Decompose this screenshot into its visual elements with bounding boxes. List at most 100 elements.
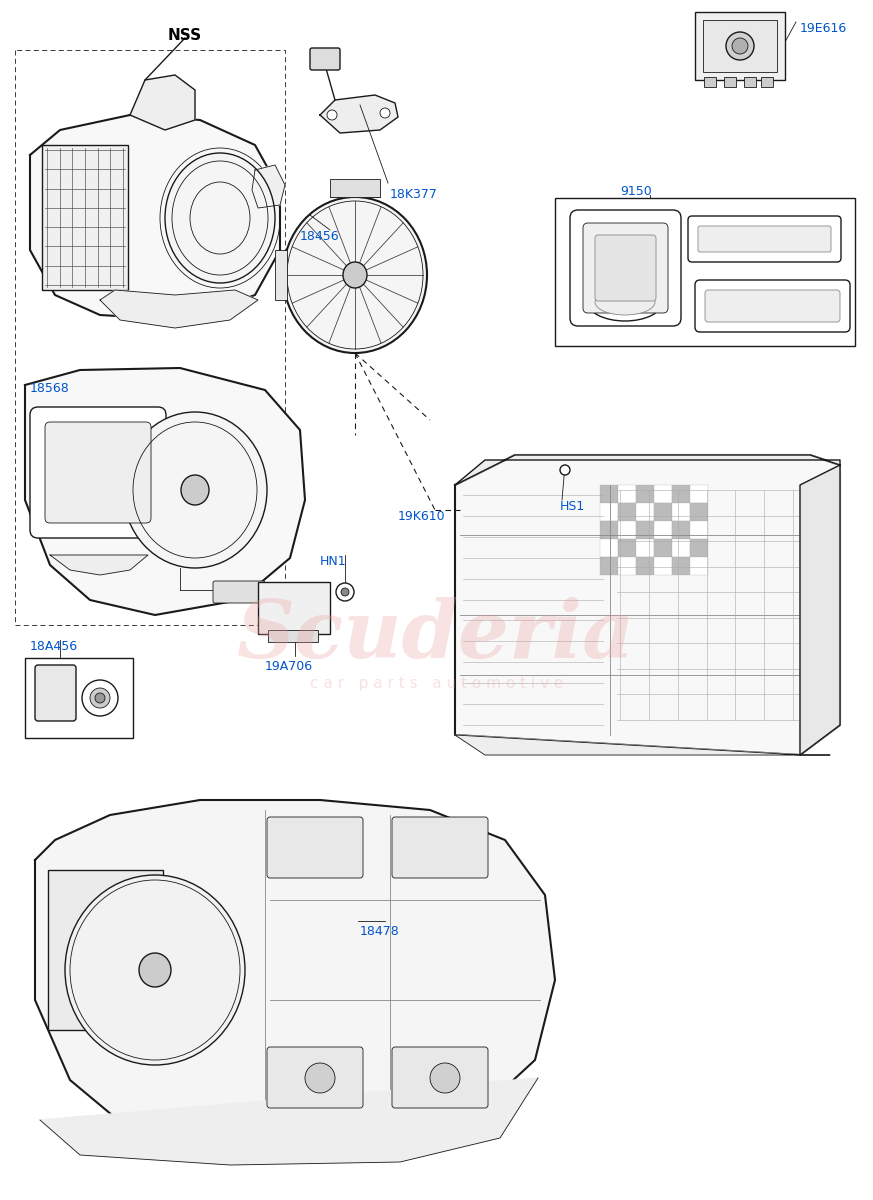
Bar — [636, 521, 654, 539]
Bar — [690, 539, 708, 557]
FancyBboxPatch shape — [695, 280, 850, 332]
Bar — [672, 557, 690, 575]
FancyBboxPatch shape — [688, 216, 841, 262]
Ellipse shape — [123, 412, 267, 568]
Bar — [744, 77, 756, 86]
Text: c a r   p a r t s   a u t o m o t i v e: c a r p a r t s a u t o m o t i v e — [310, 677, 563, 691]
Ellipse shape — [327, 110, 337, 120]
Polygon shape — [35, 800, 555, 1154]
Bar — [618, 503, 636, 521]
Polygon shape — [800, 464, 840, 755]
Ellipse shape — [305, 1063, 335, 1093]
Ellipse shape — [430, 1063, 460, 1093]
Bar — [654, 503, 672, 521]
Polygon shape — [30, 115, 280, 320]
Bar — [268, 630, 318, 642]
Bar — [654, 557, 672, 575]
Polygon shape — [25, 368, 305, 614]
Ellipse shape — [588, 283, 663, 320]
Ellipse shape — [341, 588, 349, 596]
Bar — [555, 198, 855, 346]
Ellipse shape — [90, 688, 110, 708]
Bar — [672, 539, 690, 557]
Ellipse shape — [380, 108, 390, 118]
Text: 18A456: 18A456 — [30, 640, 78, 653]
Polygon shape — [455, 455, 840, 755]
Bar — [42, 145, 128, 290]
Ellipse shape — [95, 692, 105, 703]
Polygon shape — [130, 74, 195, 130]
Bar — [600, 503, 618, 521]
FancyBboxPatch shape — [213, 581, 265, 602]
Ellipse shape — [165, 152, 275, 283]
Ellipse shape — [283, 197, 427, 353]
FancyBboxPatch shape — [35, 665, 76, 721]
Bar — [636, 485, 654, 503]
Bar — [695, 12, 785, 80]
Ellipse shape — [181, 475, 209, 505]
FancyBboxPatch shape — [45, 422, 151, 523]
Ellipse shape — [595, 289, 655, 314]
Bar — [25, 658, 133, 738]
Bar — [600, 521, 618, 539]
Polygon shape — [455, 734, 830, 755]
Bar — [618, 521, 636, 539]
FancyBboxPatch shape — [267, 1046, 363, 1108]
Bar — [636, 503, 654, 521]
Ellipse shape — [65, 875, 245, 1066]
Bar — [654, 485, 672, 503]
Ellipse shape — [560, 464, 570, 475]
Polygon shape — [100, 290, 258, 328]
FancyBboxPatch shape — [267, 817, 363, 878]
Bar — [48, 870, 163, 1030]
Bar — [600, 557, 618, 575]
Text: HS1: HS1 — [560, 500, 585, 514]
Text: 19E616: 19E616 — [800, 22, 848, 35]
FancyBboxPatch shape — [310, 48, 340, 70]
Polygon shape — [455, 455, 840, 485]
FancyBboxPatch shape — [30, 407, 166, 538]
Bar — [618, 485, 636, 503]
Bar — [703, 20, 777, 72]
FancyBboxPatch shape — [595, 235, 656, 301]
Bar — [761, 77, 773, 86]
Text: 19K610: 19K610 — [398, 510, 445, 523]
Polygon shape — [283, 254, 287, 295]
Bar — [600, 485, 618, 503]
FancyBboxPatch shape — [705, 290, 840, 322]
FancyBboxPatch shape — [392, 817, 488, 878]
Bar — [636, 557, 654, 575]
Bar — [724, 77, 736, 86]
Text: 18456: 18456 — [300, 230, 340, 242]
Bar — [618, 557, 636, 575]
Text: 18568: 18568 — [30, 382, 70, 395]
Ellipse shape — [139, 953, 171, 986]
Text: 19A706: 19A706 — [265, 660, 313, 673]
Bar — [600, 539, 618, 557]
Ellipse shape — [336, 583, 354, 601]
Bar — [654, 539, 672, 557]
Bar — [672, 521, 690, 539]
Bar — [690, 503, 708, 521]
Polygon shape — [320, 95, 398, 133]
Bar — [654, 521, 672, 539]
Ellipse shape — [82, 680, 118, 716]
Polygon shape — [40, 1078, 538, 1165]
Bar — [690, 557, 708, 575]
Text: 18K377: 18K377 — [390, 188, 438, 200]
Text: 9150: 9150 — [620, 185, 652, 198]
Bar — [690, 521, 708, 539]
Bar — [690, 485, 708, 503]
Bar — [672, 485, 690, 503]
Bar — [618, 539, 636, 557]
Ellipse shape — [732, 38, 748, 54]
Text: NSS: NSS — [168, 28, 202, 43]
Ellipse shape — [726, 32, 754, 60]
Bar — [330, 179, 380, 197]
FancyBboxPatch shape — [698, 226, 831, 252]
Bar — [258, 582, 330, 634]
Text: Scuderia: Scuderia — [237, 598, 636, 674]
Bar — [275, 250, 287, 300]
Bar — [636, 539, 654, 557]
FancyBboxPatch shape — [392, 1046, 488, 1108]
